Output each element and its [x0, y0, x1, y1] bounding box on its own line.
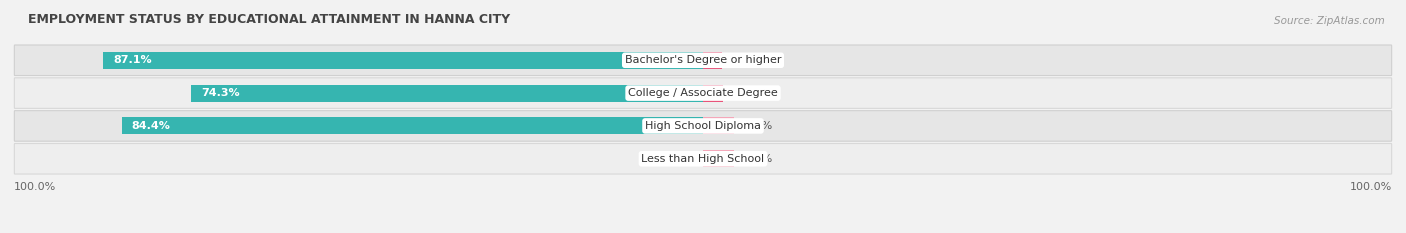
Text: EMPLOYMENT STATUS BY EDUCATIONAL ATTAINMENT IN HANNA CITY: EMPLOYMENT STATUS BY EDUCATIONAL ATTAINM…: [28, 13, 510, 26]
Text: Less than High School: Less than High School: [641, 154, 765, 164]
Bar: [121, 117, 703, 134]
Text: High School Diploma: High School Diploma: [645, 121, 761, 131]
Text: 87.1%: 87.1%: [114, 55, 152, 65]
Text: 2.7%: 2.7%: [733, 55, 761, 65]
Bar: [703, 150, 734, 167]
Text: 0.0%: 0.0%: [744, 154, 772, 164]
Text: 100.0%: 100.0%: [14, 182, 56, 192]
Bar: [191, 85, 703, 102]
Bar: [103, 52, 703, 69]
Text: College / Associate Degree: College / Associate Degree: [628, 88, 778, 98]
Text: 74.3%: 74.3%: [201, 88, 240, 98]
Text: Source: ZipAtlas.com: Source: ZipAtlas.com: [1274, 16, 1385, 26]
FancyBboxPatch shape: [14, 45, 1392, 75]
Bar: [703, 117, 734, 134]
Bar: [703, 52, 721, 69]
Text: 0.0%: 0.0%: [744, 121, 772, 131]
FancyBboxPatch shape: [14, 111, 1392, 141]
FancyBboxPatch shape: [14, 78, 1392, 108]
FancyBboxPatch shape: [14, 144, 1392, 174]
Bar: [703, 85, 723, 102]
Text: Bachelor's Degree or higher: Bachelor's Degree or higher: [624, 55, 782, 65]
Text: 0.0%: 0.0%: [668, 154, 696, 164]
Text: 2.9%: 2.9%: [734, 88, 762, 98]
Text: 100.0%: 100.0%: [1350, 182, 1392, 192]
Text: 84.4%: 84.4%: [132, 121, 170, 131]
